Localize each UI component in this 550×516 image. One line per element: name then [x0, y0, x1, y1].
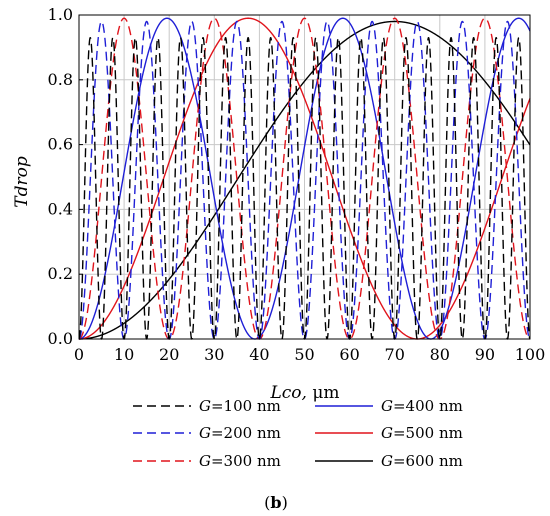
legend-label: G=600 nm [381, 452, 463, 470]
x-axis-title-var: Lco, [269, 383, 306, 403]
legend: G=100 nmG=200 nmG=300 nmG=400 nmG=500 nm… [133, 397, 463, 470]
x-tick-label: 70 [385, 345, 405, 364]
x-tick-label: 0 [74, 345, 84, 364]
y-tick-label: 0.8 [48, 70, 73, 89]
legend-label-value: =300 nm [211, 452, 281, 470]
legend-item: G=100 nm [133, 397, 281, 415]
legend-label-value: =100 nm [211, 397, 281, 415]
legend-label-var: G [199, 397, 211, 415]
legend-item: G=400 nm [315, 397, 463, 415]
y-tick-label: 0.4 [48, 199, 73, 218]
x-axis-title-unit: μm [307, 383, 340, 403]
panel-label-letter: b [270, 493, 281, 512]
legend-item: G=200 nm [133, 424, 281, 442]
legend-label: G=200 nm [199, 424, 281, 442]
legend-label: G=400 nm [381, 397, 463, 415]
y-tick-label: 0.6 [48, 135, 73, 154]
legend-item: G=600 nm [315, 452, 463, 470]
series-line-3 [78, 17, 531, 340]
y-tick-label: 1.0 [48, 5, 73, 24]
legend-item: G=500 nm [315, 424, 463, 442]
y-axis: 0.0 0.2 0.4 0.6 0.8 1.0 [48, 5, 83, 348]
x-tick-label: 30 [204, 345, 224, 364]
legend-label-var: G [199, 452, 211, 470]
panel-label: (b) [264, 493, 288, 512]
series-line-5 [78, 17, 531, 340]
x-tick-label: 60 [339, 345, 359, 364]
legend-label: G=100 nm [199, 397, 281, 415]
x-axis: 0 10 20 30 40 50 60 70 80 90 100 [74, 335, 545, 364]
legend-label: G=500 nm [381, 424, 463, 442]
legend-label-var: G [381, 397, 393, 415]
x-tick-label: 10 [114, 345, 134, 364]
legend-label: G=300 nm [199, 452, 281, 470]
x-tick-label: 20 [159, 345, 179, 364]
legend-label-value: =600 nm [393, 452, 463, 470]
legend-label-value: =400 nm [393, 397, 463, 415]
legend-label-var: G [381, 424, 393, 442]
legend-item: G=300 nm [133, 452, 281, 470]
legend-label-var: G [199, 424, 211, 442]
x-tick-label: 40 [249, 345, 269, 364]
y-axis-title: Tdrop [12, 156, 32, 208]
x-tick-label: 90 [475, 345, 495, 364]
legend-label-var: G [381, 452, 393, 470]
series-line-4 [78, 17, 531, 340]
x-tick-label: 80 [430, 345, 450, 364]
x-axis-title: Lco, μm [269, 383, 339, 403]
series-line-6 [78, 20, 531, 340]
y-tick-label: 0.2 [48, 264, 73, 283]
legend-label-value: =500 nm [393, 424, 463, 442]
x-tick-label: 100 [515, 345, 546, 364]
y-tick-label: 0.0 [48, 329, 73, 348]
x-tick-label: 50 [294, 345, 314, 364]
legend-label-value: =200 nm [211, 424, 281, 442]
